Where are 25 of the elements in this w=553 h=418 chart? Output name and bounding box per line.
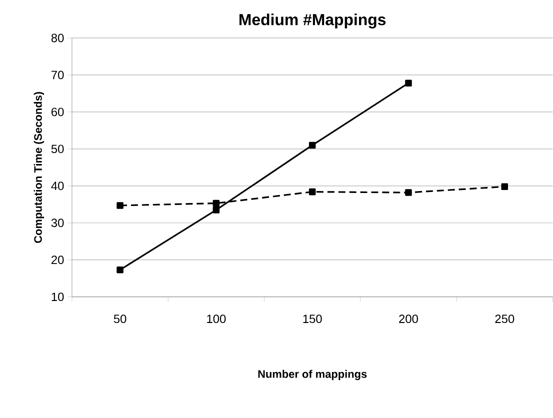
y-tick-label: 80 [51,34,64,42]
y-tick-label: 60 [52,108,64,116]
point [116,202,124,209]
x-tick-label: 200 [399,314,418,324]
x-tick-label: 50 [114,314,126,324]
x-tick-label: 100 [207,314,226,324]
y-tick-label: 20 [52,256,64,264]
chart-title: Medium #Mappings [239,14,386,29]
y-tick-label: 70 [52,70,64,80]
point [308,142,316,149]
x-tick-label: 250 [495,314,514,324]
x-tick-label: 150 [303,314,322,324]
point [501,183,508,190]
y-axis-title: Computation Time (Seconds) [34,92,44,244]
point [405,189,412,196]
y-tick-label: 10 [52,292,64,302]
y-tick-label: 40 [51,182,64,190]
point [212,206,220,214]
x-axis-title: Number of mappings [258,370,367,380]
point [308,188,316,196]
y-tick-label: 50 [51,144,64,154]
y-tick-label: 30 [51,218,64,228]
point [116,266,124,274]
point [212,200,220,207]
point [405,80,412,87]
